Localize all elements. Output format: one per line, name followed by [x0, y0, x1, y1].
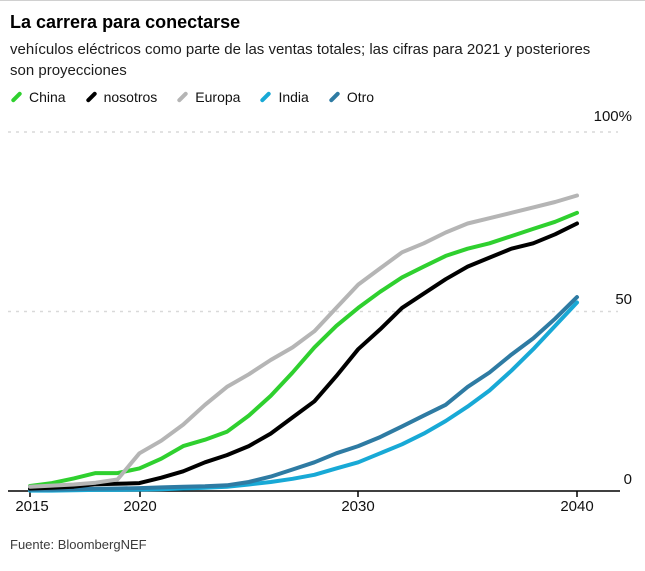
chart-subtitle: vehículos eléctricos como parte de las v…: [10, 41, 591, 79]
otro-line-marker-icon: [328, 90, 341, 104]
legend-item-india: India: [259, 89, 309, 105]
y-axis-label-50: 50: [615, 291, 632, 308]
x-axis-label-2040: 2040: [560, 498, 594, 515]
legend-item-nosotros: nosotros: [85, 89, 158, 105]
line-nosotros: [28, 221, 579, 491]
legend-label-china: China: [29, 89, 66, 105]
legend-item-china: China: [10, 89, 66, 105]
legend: China nosotros Europa India Otro: [10, 89, 374, 105]
y-axis-label-0: 0: [623, 471, 632, 488]
legend-item-otro: Otro: [328, 89, 374, 105]
y-axis-label-100: 100%: [593, 108, 632, 125]
legend-label-otro: Otro: [346, 89, 375, 105]
legend-label-nosotros: nosotros: [103, 89, 158, 105]
europa-line-marker-icon: [176, 90, 189, 104]
line-europa: [28, 193, 579, 489]
legend-item-europa: Europa: [176, 89, 240, 105]
x-axis-label-2020: 2020: [123, 498, 157, 515]
line-india: [28, 300, 579, 493]
legend-label-europa: Europa: [195, 89, 241, 105]
source-credit: Fuente: BloombergNEF: [10, 537, 147, 552]
line-otro: [28, 295, 579, 492]
india-line-marker-icon: [259, 90, 272, 104]
series-lines: [28, 193, 579, 493]
nosotros-line-marker-icon: [85, 90, 98, 104]
x-axis-label-2030: 2030: [341, 498, 375, 515]
legend-label-india: India: [278, 89, 309, 105]
china-line-marker-icon: [10, 90, 23, 104]
x-axis-label-2015: 2015: [15, 498, 49, 515]
chart-title: La carrera para conectarse: [10, 12, 241, 32]
